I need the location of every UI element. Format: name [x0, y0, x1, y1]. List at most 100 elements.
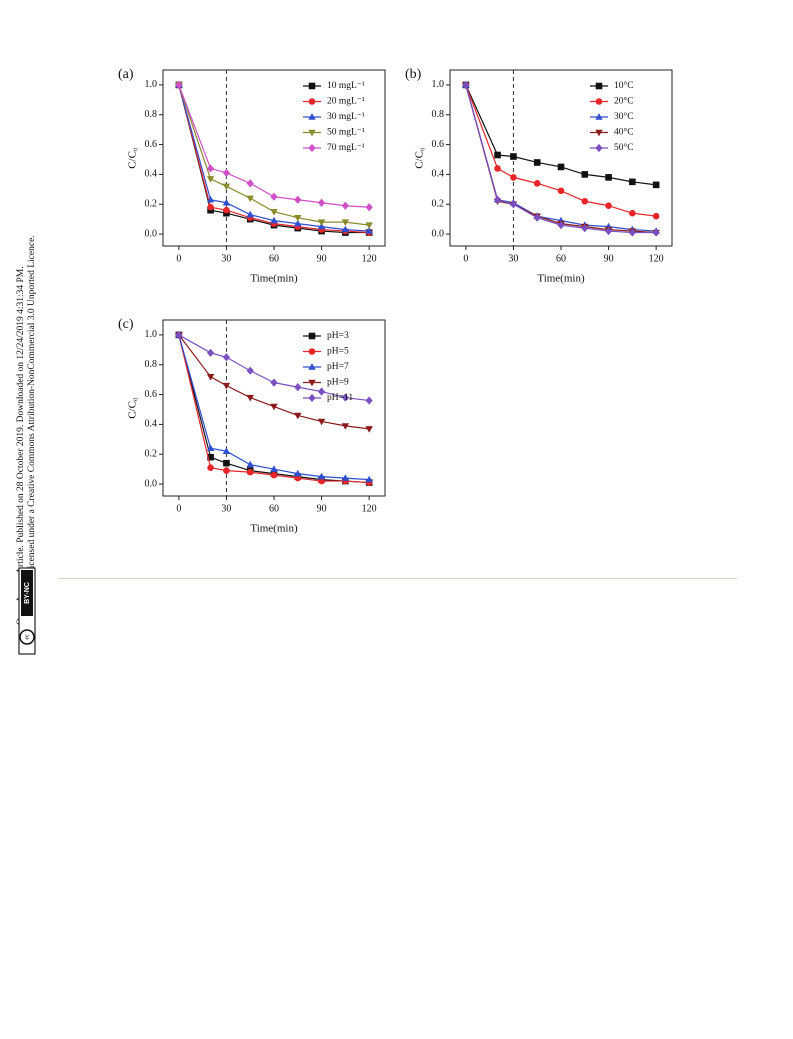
marker [341, 225, 350, 233]
legend-label: 40°C [614, 127, 634, 138]
marker [317, 472, 326, 480]
marker [207, 464, 214, 471]
y-tick-label: 0.0 [432, 228, 445, 239]
y-tick-label: 0.0 [145, 478, 158, 489]
marker [223, 206, 230, 214]
y-tick-label: 0.2 [145, 449, 158, 460]
legend-label: 30°C [614, 111, 634, 122]
marker [206, 195, 215, 203]
y-tick-label: 0.8 [145, 359, 158, 370]
x-tick-label: 0 [176, 503, 181, 514]
marker [270, 208, 278, 216]
x-tick-label: 30 [221, 253, 231, 264]
x-tick-label: 30 [508, 253, 518, 264]
marker [341, 474, 350, 481]
marker [206, 176, 215, 183]
marker [557, 187, 565, 195]
legend-label: pH=9 [327, 378, 349, 388]
x-tick-label: 0 [463, 253, 468, 264]
x-tick-label: 60 [269, 503, 279, 514]
x-tick-label: 90 [317, 253, 327, 264]
marker [294, 469, 302, 477]
y-axis-label: C/C₀ [127, 147, 139, 169]
chart: 0 30 60 90 120 0.0 0.2 0.4 0.6 0.8 1.0 Time(min) C/C… [118, 67, 386, 285]
marker [270, 403, 278, 411]
legend-label: pH=11 [327, 393, 353, 403]
marker [318, 477, 325, 485]
legend-marker [595, 129, 603, 137]
x-tick-label: 60 [269, 253, 279, 264]
marker [270, 471, 278, 479]
marker [557, 163, 565, 171]
marker [246, 460, 254, 468]
x-tick-label: 90 [317, 503, 327, 514]
y-tick-label: 0.4 [145, 169, 158, 180]
y-tick-label: 0.4 [145, 419, 158, 430]
marker [246, 210, 254, 218]
marker [341, 423, 350, 430]
x-tick-label: 120 [362, 503, 377, 514]
marker [365, 203, 373, 212]
marker [317, 418, 326, 426]
legend-label: 70 mgL⁻¹ [327, 143, 365, 153]
marker [294, 195, 302, 204]
marker [246, 468, 254, 476]
marker [629, 178, 636, 186]
marker [533, 180, 541, 187]
sidebar-text: Open Access Article. Published on 28 Oct… [16, 266, 26, 625]
marker [222, 168, 231, 178]
marker [246, 179, 254, 188]
sidebar-line-1: Open Access Article. Published on 28 Oct… [16, 266, 26, 625]
marker [509, 200, 518, 209]
marker [581, 197, 589, 205]
x-tick-label: 60 [556, 253, 566, 264]
y-tick-label: 0.8 [432, 109, 445, 120]
legend-marker [308, 143, 316, 153]
marker [294, 412, 302, 420]
y-tick-label: 1.0 [145, 329, 158, 340]
y-axis-label: C/C₀ [414, 147, 426, 169]
y-tick-label: 1.0 [432, 79, 445, 90]
marker [533, 213, 541, 222]
panel-label: (b) [405, 67, 422, 82]
marker [341, 393, 349, 402]
marker [652, 212, 660, 220]
marker [246, 195, 254, 203]
panel-label: (c) [118, 317, 134, 332]
marker [581, 171, 589, 178]
marker [628, 228, 636, 237]
legend-label: pH=3 [327, 331, 349, 341]
marker [222, 183, 231, 191]
legend-marker [595, 113, 603, 120]
marker [222, 198, 231, 206]
marker [605, 202, 612, 210]
marker [629, 209, 636, 217]
y-tick-label: 0.2 [432, 199, 445, 210]
legend-marker [308, 113, 316, 120]
marker [270, 192, 278, 201]
marker [365, 396, 373, 405]
legend-label: 10°C [614, 80, 634, 91]
legend-marker [308, 332, 316, 340]
marker [604, 226, 613, 236]
x-axis-label: Time(min) [250, 523, 298, 535]
marker [581, 224, 589, 233]
x-tick-label: 0 [176, 253, 181, 264]
marker [270, 378, 278, 387]
legend-marker [308, 363, 316, 370]
legend-label: 50°C [614, 142, 634, 153]
marker [246, 394, 254, 402]
marker [223, 467, 230, 474]
x-tick-label: 120 [362, 253, 377, 264]
marker [533, 159, 541, 166]
marker [175, 330, 183, 340]
badge-text: BY-NC [24, 582, 31, 604]
marker [317, 387, 326, 396]
cc-badge: cc BY-NC [18, 567, 36, 655]
y-tick-label: 1.0 [145, 79, 158, 90]
legend-marker [595, 143, 603, 153]
marker [294, 383, 302, 392]
marker [270, 465, 278, 472]
marker [207, 453, 214, 461]
